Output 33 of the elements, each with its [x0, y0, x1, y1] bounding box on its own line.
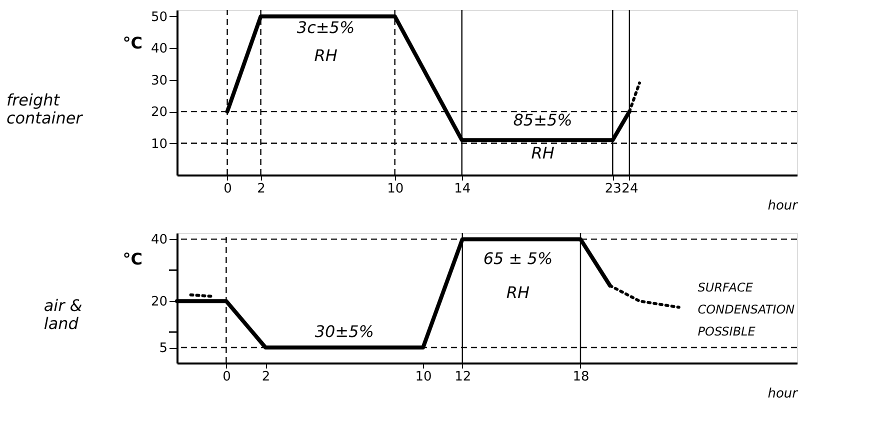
text: freight container — [6, 90, 84, 128]
x-tick-label: 2 — [257, 182, 266, 196]
x-axis-title: hour — [768, 386, 800, 402]
annotation: RH — [531, 144, 554, 163]
y-tick-label: 5 — [159, 341, 168, 356]
x-tick-label: 12 — [454, 370, 472, 384]
y-tick-label: 30 — [150, 73, 168, 88]
x-tick-label: 0 — [224, 182, 232, 196]
x-tick-label: 14 — [454, 182, 471, 196]
annotation: 30±5% — [314, 322, 374, 341]
x-axis-title: hour — [768, 198, 800, 214]
y-tick-label: 40 — [150, 42, 168, 57]
annotation: RH — [506, 282, 530, 302]
annotation: 3c±5% — [296, 18, 355, 38]
annotation: 85±5% — [513, 110, 572, 130]
y-axis-title: °C — [122, 250, 142, 268]
x-tick-label: 18 — [572, 370, 590, 384]
annotation: SURFACE CONDENSATION POSSIBLE — [698, 280, 795, 339]
y-tick-label: 20 — [150, 294, 168, 310]
x-tick-label: 10 — [387, 182, 404, 196]
y-tick-label: 10 — [150, 136, 168, 152]
x-tick-label: 10 — [415, 370, 432, 384]
text: air & land — [44, 296, 82, 333]
x-tick-label: 23 — [604, 182, 622, 196]
annotation: RH — [314, 46, 338, 66]
y-tick-label: 50 — [150, 10, 168, 25]
x-tick-label: 2 — [262, 370, 270, 384]
x-tick-label: 24 — [622, 182, 638, 196]
y-tick-label: 20 — [150, 105, 168, 120]
y-tick-label: 40 — [150, 232, 168, 248]
y-axis-title: °C — [122, 34, 142, 52]
x-tick-label: 0 — [222, 370, 231, 384]
annotation: 65 ± 5% — [483, 249, 553, 268]
